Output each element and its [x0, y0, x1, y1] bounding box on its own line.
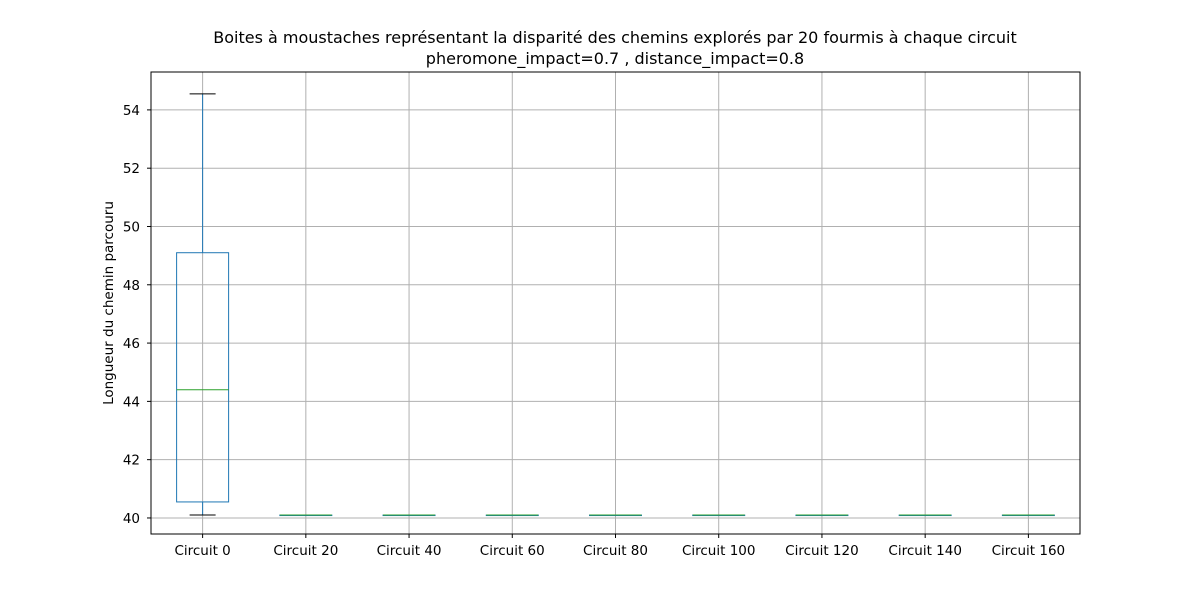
y-tick-label: 50	[123, 219, 140, 235]
chart-title: Boites à moustaches représentant la disp…	[213, 28, 1017, 47]
x-axis: Circuit 0 Circuit 20 Circuit 40 Circuit 60 C…	[174, 534, 1065, 559]
chart-subtitle: pheromone_impact=0.7 , distance_impact=0…	[426, 49, 804, 69]
x-tick-label: Circuit 100	[682, 543, 756, 559]
box-circuit-160	[1001, 514, 1055, 517]
box-circuit-80	[589, 514, 642, 517]
box-circuit-40	[382, 514, 436, 517]
x-tick-label: Circuit 20	[273, 543, 338, 559]
x-tick-label: Circuit 40	[377, 543, 442, 559]
y-tick-label: 42	[123, 453, 140, 469]
grid-lines	[151, 72, 1080, 534]
y-tick-label: 40	[123, 511, 140, 527]
box-circuit-0	[176, 93, 230, 516]
boxes	[176, 93, 1055, 517]
y-tick-label: 54	[123, 103, 140, 119]
x-tick-label: Circuit 60	[480, 543, 545, 559]
y-tick-label: 52	[123, 161, 140, 177]
box-circuit-140	[898, 514, 952, 517]
x-tick-label: Circuit 120	[785, 543, 859, 559]
y-tick-label: 46	[123, 336, 140, 352]
y-axis: 40 42 44 46 48 50 52 54	[123, 103, 151, 527]
x-tick-label: Circuit 140	[888, 543, 962, 559]
y-axis-label: Longueur du chemin parcouru	[101, 201, 117, 405]
box-circuit-100	[692, 514, 746, 517]
x-tick-label: Circuit 0	[174, 543, 230, 559]
x-tick-label: Circuit 80	[583, 543, 648, 559]
x-tick-label: Circuit 160	[992, 543, 1066, 559]
y-tick-label: 48	[123, 278, 140, 294]
box-circuit-60	[485, 514, 539, 517]
box-circuit-120	[795, 514, 849, 517]
iqr-box	[176, 252, 230, 503]
box-circuit-20	[279, 514, 333, 517]
y-tick-label: 44	[123, 394, 140, 410]
